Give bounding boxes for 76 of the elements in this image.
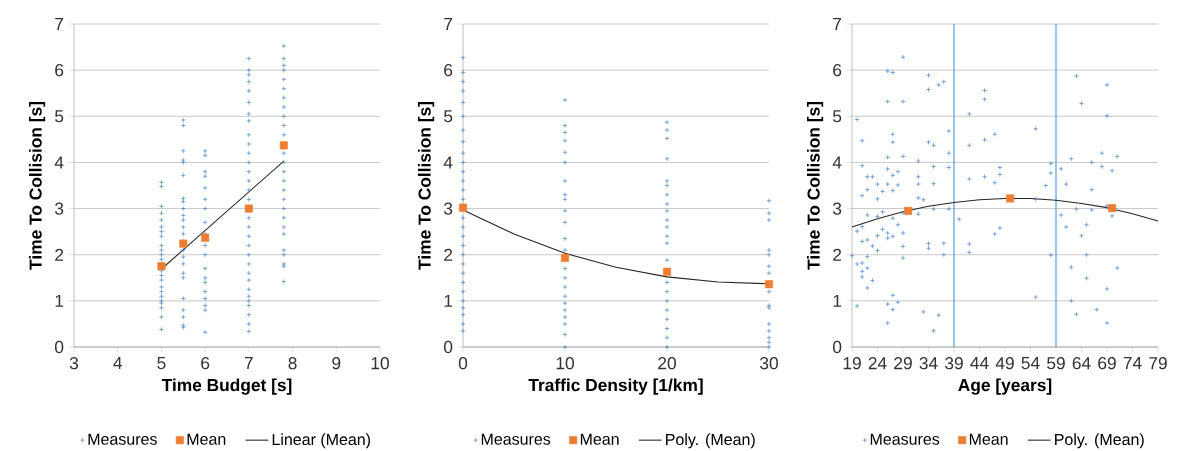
x-tick-label: 6 <box>201 357 210 370</box>
y-tick-label: 1 <box>833 294 842 307</box>
x-tick-label: 79 <box>1149 357 1167 370</box>
x-tick-label: 10 <box>556 357 574 370</box>
point <box>201 233 210 242</box>
y-tick-label: 4 <box>832 156 842 169</box>
legend-label: Measures <box>88 433 157 445</box>
legend-label: Mean <box>187 433 226 445</box>
y-tick-label: 4 <box>443 156 453 169</box>
x-tick-label: 69 <box>1098 357 1116 370</box>
x-tick-label: 44 <box>970 357 989 369</box>
x-tick-label: 64 <box>1072 357 1091 370</box>
y-axis-title: Time To Collision [s] <box>29 102 46 270</box>
y-tick-label: 3 <box>443 202 453 215</box>
x-tick-label: 19 <box>843 357 861 370</box>
x-tick-label: 20 <box>658 357 676 370</box>
y-tick-label: 1 <box>55 294 64 307</box>
x-tick-label: 9 <box>332 357 341 370</box>
y-tick-label: 0 <box>832 340 842 354</box>
point <box>244 204 253 213</box>
x-tick-label: 4 <box>113 357 123 369</box>
legend-label: Linear (Mean) <box>272 433 371 449</box>
y-tick-label: 0 <box>443 340 453 354</box>
y-tick-label: 7 <box>55 18 64 30</box>
legend-label: Mean <box>969 433 1008 445</box>
y-axis-title: Time To Collision [s] <box>418 102 435 270</box>
y-tick-label: 6 <box>833 64 842 77</box>
x-tick-label: 29 <box>894 357 912 370</box>
x-tick-label: 49 <box>995 357 1014 370</box>
x-tick-label: 3 <box>69 357 79 370</box>
y-tick-label: 7 <box>444 18 453 30</box>
y-tick-label: 2 <box>55 248 64 261</box>
legend-label: Mean <box>580 433 619 445</box>
point <box>157 262 166 271</box>
x-tick-label: 8 <box>288 357 297 370</box>
y-tick-label: 3 <box>54 202 64 215</box>
x-tick-label: 24 <box>868 357 887 370</box>
point <box>279 141 288 150</box>
legend-label: Measures <box>481 433 551 445</box>
point <box>1006 194 1015 203</box>
y-tick-label: 5 <box>444 110 453 123</box>
point <box>904 206 913 215</box>
x-tick-label: 30 <box>760 357 778 370</box>
x-tick-label: 7 <box>244 357 253 369</box>
point <box>663 267 672 276</box>
y-tick-label: 1 <box>444 294 453 307</box>
x-axis-title: Age [years] <box>958 378 1052 395</box>
legend-label: Poly. (Mean) <box>1055 433 1144 449</box>
x-tick-label: 39 <box>945 357 963 370</box>
legend-label: Poly. (Mean) <box>666 433 755 449</box>
y-axis-title: Time To Collision [s] <box>807 102 824 270</box>
legend-label: Measures <box>870 433 940 445</box>
y-tick-label: 7 <box>833 18 842 30</box>
point <box>765 280 774 289</box>
x-tick-label: 34 <box>919 357 938 370</box>
y-tick-label: 5 <box>833 110 842 123</box>
x-axis-title: Traffic Density [1/km] <box>528 378 703 395</box>
x-tick-label: 59 <box>1047 357 1065 370</box>
y-tick-label: 2 <box>833 248 842 261</box>
x-tick-label: 0 <box>458 357 468 370</box>
x-tick-label: 5 <box>157 357 166 370</box>
x-tick-label: 10 <box>371 357 389 370</box>
point <box>1108 204 1117 213</box>
y-tick-label: 6 <box>444 64 453 77</box>
x-axis-title: Time Budget [s] <box>161 378 292 395</box>
point <box>179 239 188 248</box>
y-tick-label: 0 <box>54 340 64 354</box>
y-tick-label: 5 <box>55 110 64 123</box>
x-tick-label: 54 <box>1021 357 1040 370</box>
y-tick-label: 4 <box>54 156 64 169</box>
x-tick-label: 74 <box>1123 357 1142 369</box>
point <box>459 203 468 212</box>
y-tick-label: 2 <box>444 248 453 261</box>
point <box>561 253 570 262</box>
y-tick-label: 6 <box>55 64 64 77</box>
y-tick-label: 3 <box>832 202 842 215</box>
